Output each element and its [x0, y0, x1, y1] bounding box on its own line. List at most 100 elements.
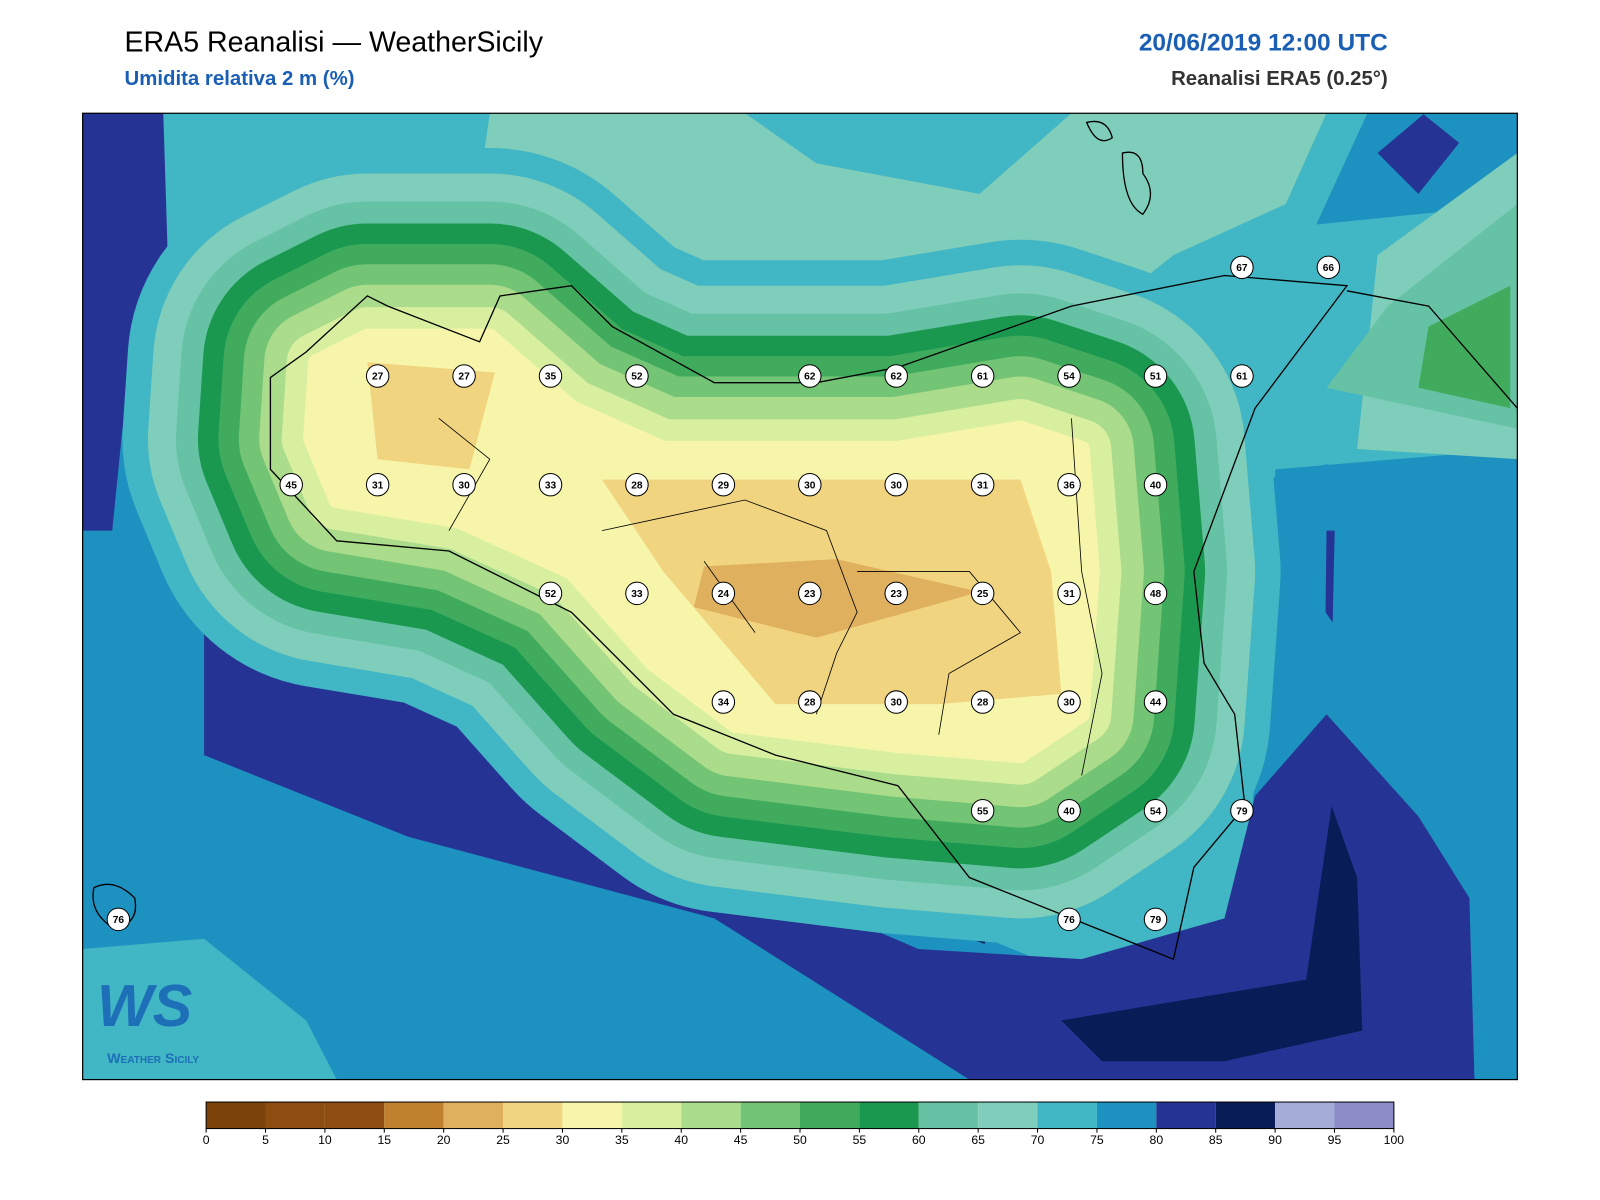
colorbar-swatch [1096, 1102, 1157, 1129]
station-marker [1316, 255, 1341, 280]
colorbar-label: 60 [912, 1133, 926, 1147]
station-value: 27 [458, 372, 470, 383]
colorbar-label: 75 [1090, 1133, 1104, 1147]
station-value: 76 [113, 915, 125, 926]
station-marker [798, 690, 822, 714]
station-value: 35 [545, 372, 557, 383]
station-value: 28 [804, 698, 816, 709]
station-value: 62 [891, 372, 903, 383]
station-marker [538, 364, 563, 388]
station-marker [1143, 364, 1168, 388]
colorbar-swatch [681, 1102, 741, 1129]
station-marker [884, 690, 908, 714]
station-marker [625, 364, 649, 388]
colorbar-swatch [443, 1102, 504, 1129]
station-value: 30 [891, 698, 903, 709]
field [367, 362, 495, 470]
station-marker [884, 364, 908, 388]
station-value: 79 [1236, 806, 1248, 817]
colorbar-label: 55 [853, 1133, 867, 1147]
station-marker [452, 472, 476, 497]
colorbar-swatch [265, 1102, 325, 1129]
colorbar-label: 5 [262, 1133, 269, 1147]
colorbar-label: 25 [496, 1133, 510, 1147]
colorbar-swatch [1215, 1102, 1276, 1129]
station-marker [798, 581, 822, 606]
station-marker [452, 364, 476, 388]
colorbar-label: 20 [437, 1133, 451, 1147]
station-value: 61 [1236, 372, 1248, 383]
station-value: 23 [891, 589, 903, 600]
station-marker [538, 472, 563, 497]
station-value: 40 [1063, 806, 1075, 817]
station-value: 27 [372, 372, 384, 383]
station-value: 31 [372, 480, 384, 491]
colorbar-swatch [621, 1102, 682, 1129]
station-marker [1230, 255, 1254, 280]
colorbar-label: 35 [615, 1133, 629, 1147]
colorbar-swatch [384, 1102, 444, 1129]
map-frame [82, 112, 1518, 1081]
station-value: 55 [977, 806, 989, 817]
station-value: 54 [1150, 806, 1162, 817]
station-marker [365, 364, 390, 388]
field [1377, 114, 1460, 194]
station-marker [1143, 907, 1168, 932]
colorbar: 0 5 10 15 20 25 30 35 40 45 50 55 60 65 70 75 80 85 90 95 10… [203, 1101, 1404, 1147]
station-marker [1057, 581, 1081, 606]
colorbar-label: 80 [1150, 1133, 1164, 1147]
station-value: 62 [804, 372, 816, 383]
field [1061, 806, 1363, 1062]
colorbar-swatch [562, 1102, 622, 1129]
station-marker [798, 472, 822, 497]
colorbar-label: 50 [793, 1133, 807, 1147]
station-marker [1230, 364, 1254, 388]
station-marker [1057, 907, 1081, 932]
station-marker [1143, 690, 1168, 714]
colorbar-label: 95 [1328, 1133, 1342, 1147]
station-marker [1057, 364, 1081, 388]
colorbar-label: 70 [1031, 1133, 1045, 1147]
colorbar-swatch [503, 1102, 563, 1129]
colorbar-label: 45 [734, 1133, 748, 1147]
station-marker [1230, 798, 1254, 823]
station-marker [365, 472, 390, 497]
station-value: 36 [1063, 480, 1075, 491]
station-marker [798, 364, 822, 388]
colorbar-swatch [1334, 1102, 1394, 1129]
station-value: 29 [718, 480, 730, 491]
field [1325, 530, 1335, 623]
station-marker [1057, 690, 1081, 714]
colorbar-label: 40 [674, 1133, 688, 1147]
station-marker [884, 581, 908, 606]
date: 20/06/2019 12:00 UTC [1139, 29, 1388, 56]
station-value: 30 [1063, 698, 1075, 709]
station-value: 67 [1236, 263, 1248, 274]
station-marker [625, 581, 649, 606]
station-value: 34 [718, 698, 730, 709]
field [82, 938, 337, 1080]
station-value: 33 [631, 589, 643, 600]
station-marker [625, 472, 649, 497]
station-value: 79 [1150, 915, 1162, 926]
colorbar-label: 85 [1209, 1133, 1223, 1147]
station-value: 40 [1150, 480, 1162, 491]
station-value: 28 [977, 698, 989, 709]
station-marker [970, 798, 995, 823]
station-value: 31 [1063, 589, 1075, 600]
station-value: 23 [804, 589, 816, 600]
colorbar-swatch [800, 1102, 860, 1129]
field [82, 113, 169, 531]
station-marker [970, 364, 995, 388]
station-value: 30 [458, 480, 470, 491]
colorbar-swatch [206, 1102, 266, 1129]
colorbar-swatch [1275, 1102, 1335, 1129]
station-marker [711, 472, 736, 497]
station-marker [1143, 472, 1168, 497]
station-value: 24 [718, 589, 730, 600]
station-value: 31 [977, 480, 989, 491]
colorbar-swatch [740, 1102, 800, 1129]
stations: 67 66 27 27 35 52 62 62 61 54 51 61 45 31 30 33 28 29 30 30… [106, 255, 1341, 932]
station-value: 44 [1150, 698, 1162, 709]
colorbar-label: 65 [971, 1133, 985, 1147]
